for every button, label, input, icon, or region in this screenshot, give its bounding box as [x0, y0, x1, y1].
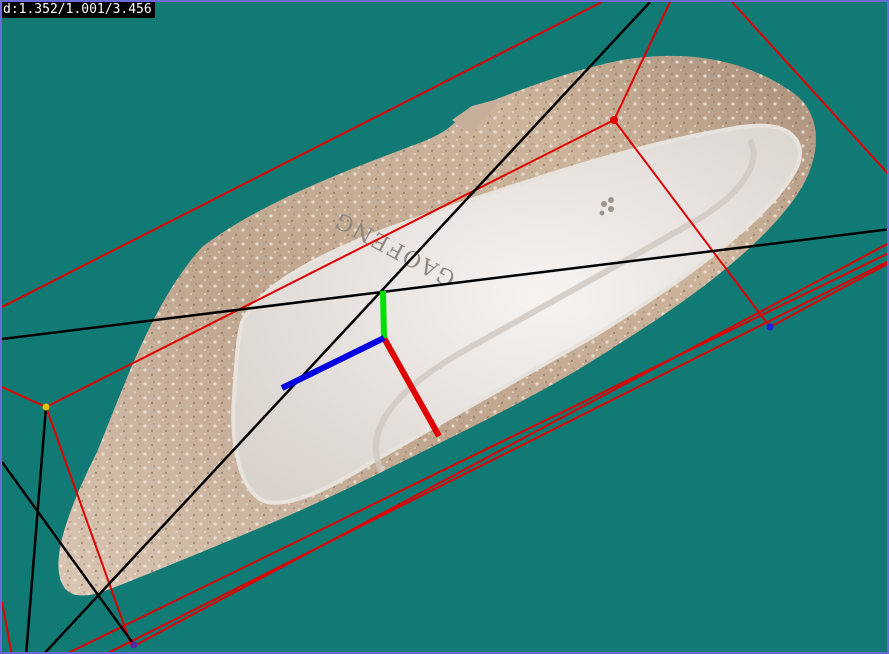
axis-x-red	[381, 336, 442, 438]
projection-line-left-2	[25, 406, 48, 652]
shoe-heel-tab	[452, 98, 502, 134]
bbox-lower-edge	[107, 260, 887, 652]
insole-inner-curve	[372, 138, 757, 474]
projection-line-diagonal	[44, 2, 651, 652]
bbox-left-bottom	[2, 601, 13, 652]
bbox-top-face-far-edge	[2, 2, 603, 308]
corner-marker	[42, 403, 50, 411]
bbox-bottom-edge-1	[131, 243, 887, 648]
axis-y-green	[380, 290, 387, 339]
corner-marker	[610, 116, 618, 124]
bbox-right-vertical	[731, 2, 887, 175]
pose-axes	[280, 290, 442, 438]
projection-line-horizontal	[2, 228, 887, 341]
projection-line-left-1	[2, 461, 134, 643]
bbox-back-right-edge	[613, 119, 771, 328]
corner-marker	[130, 641, 138, 649]
corner-marker	[766, 323, 774, 331]
bbox-near-face	[45, 406, 133, 648]
dimension-readout: d:1.352/1.001/3.456	[2, 2, 155, 18]
axis-z-blue	[280, 335, 386, 391]
bbox-right-bottom	[769, 263, 887, 328]
bbox-mid-edge	[2, 2, 671, 409]
shoe: GAOFENG	[58, 55, 816, 596]
insole-logo-icon	[599, 197, 614, 216]
shoe-insole	[231, 123, 802, 505]
corner-markers	[42, 116, 774, 649]
bbox-bottom-edge-2	[67, 252, 887, 652]
